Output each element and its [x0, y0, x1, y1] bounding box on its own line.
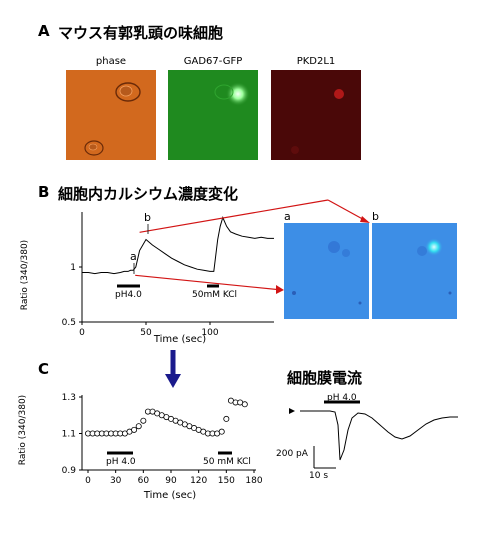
- panel-c-ytick-label: 1.1: [62, 430, 76, 440]
- panel-c-xtick-label: 90: [165, 476, 177, 486]
- panel-c-xtick-label: 180: [245, 476, 262, 486]
- image-label-pkd2l1: PKD2L1: [296, 56, 336, 67]
- panel-c-xtick-label: 120: [190, 476, 207, 486]
- panel-b-xlabel: Time (sec): [153, 334, 207, 345]
- panel-c-point: [241, 401, 248, 408]
- panel-d-title: 細胞膜電流: [287, 369, 363, 387]
- phase-image: [66, 70, 156, 160]
- scale-time: 10 s: [309, 471, 329, 481]
- panel-c-point: [223, 415, 230, 422]
- down-arrow-icon: [165, 350, 181, 388]
- panel-b-ytick-label: 0.5: [62, 318, 76, 328]
- panel-c-letter: C: [38, 360, 50, 378]
- panel-b-title: 細胞内カルシウム濃度変化: [58, 185, 239, 203]
- panel-b-trace-line: [82, 216, 274, 275]
- scale-current: 200 pA: [276, 449, 308, 459]
- marker-b: b: [144, 211, 151, 224]
- panel-c-xtick-label: 60: [138, 476, 150, 486]
- panel-c-xtick-label: 30: [110, 476, 122, 486]
- panel-b-xtick-label: 0: [79, 328, 85, 338]
- holding-marker-icon: [289, 408, 295, 414]
- panel-a-letter: A: [38, 22, 50, 40]
- image-label-phase: phase: [95, 56, 127, 67]
- panel-c-xlabel: Time (sec): [143, 490, 197, 501]
- panel-b-letter: B: [38, 183, 50, 201]
- panel-c-stim-ph: pH 4.0: [106, 457, 136, 467]
- panel-c-point: [135, 423, 142, 430]
- panel-b-xtick-label: 50: [140, 328, 152, 338]
- panel-a-title: マウス有郭乳頭の味細胞: [58, 24, 224, 42]
- panel-c-ytick-label: 0.9: [62, 466, 77, 476]
- panel-c-point: [218, 428, 225, 435]
- gfp-image: [168, 70, 258, 160]
- image-label-gfp: GAD67-GFP: [183, 56, 243, 67]
- panel-b-stim-ph: pH4.0: [115, 290, 142, 300]
- panel-b-ytick-label: 1: [70, 263, 76, 273]
- pkd2l1-image: [271, 70, 361, 160]
- panel-d-stim: pH 4.0: [327, 393, 357, 403]
- ratio-image-a: [284, 223, 369, 319]
- panel-c-point: [131, 426, 138, 433]
- panel-c-point: [140, 417, 147, 424]
- panel-c-ytick-label: 1.3: [62, 393, 76, 403]
- ratio-image-b-label: b: [372, 210, 379, 223]
- panel-b-xtick-label: 100: [201, 328, 218, 338]
- ratio-image-a-label: a: [284, 210, 291, 223]
- ratio-image-b: [372, 223, 457, 319]
- panel-c-xtick-label: 150: [218, 476, 235, 486]
- marker-a: a: [130, 250, 137, 263]
- panel-c-xtick-label: 0: [85, 476, 91, 486]
- panel-b-stim-kcl: 50mM KCl: [192, 290, 238, 300]
- panel-c-stim-kcl: 50 mM KCl: [203, 457, 251, 467]
